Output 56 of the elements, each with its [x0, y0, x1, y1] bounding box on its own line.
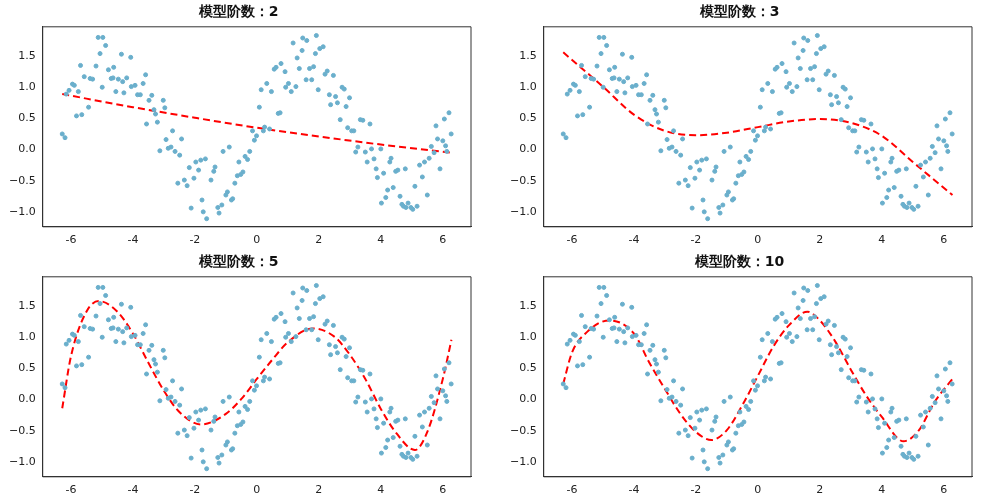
y-tick-label: 0.0 [18, 392, 36, 406]
y-tick-label: −0.5 [8, 423, 36, 437]
x-tick-label: -4 [628, 483, 640, 497]
x-tick-label: 4 [377, 233, 385, 247]
x-tick-label: 0 [253, 233, 261, 247]
chart-title: 模型阶数：2 [197, 3, 279, 20]
x-tick-label: -2 [690, 483, 702, 497]
chart-title: 模型阶数：10 [693, 253, 785, 270]
y-tick-label: −1.0 [8, 454, 36, 468]
y-tick-label: 1.5 [519, 298, 537, 312]
x-tick-label: -4 [628, 233, 640, 247]
y-tick-label: −0.5 [509, 423, 537, 437]
y-tick-label: −1.0 [509, 204, 537, 218]
y-tick-label: 0.5 [18, 361, 36, 375]
x-tick-label: -2 [690, 233, 702, 247]
y-tick-label: 1.0 [519, 80, 537, 94]
x-tick-label: 2 [816, 483, 824, 497]
y-tick-label: 1.5 [18, 298, 36, 312]
y-tick-label: 0.5 [519, 361, 537, 375]
x-tick-label: 6 [439, 233, 447, 247]
y-tick-label: −1.0 [509, 454, 537, 468]
x-tick-label: 6 [940, 233, 948, 247]
x-tick-label: -4 [127, 233, 139, 247]
y-tick-label: 1.0 [519, 330, 537, 344]
x-tick-label: 2 [315, 233, 323, 247]
x-tick-label: -2 [189, 233, 201, 247]
x-tick-label: 4 [878, 233, 886, 247]
y-tick-label: 0.0 [519, 142, 537, 156]
x-tick-label: -6 [65, 483, 77, 497]
x-tick-label: -6 [566, 483, 578, 497]
y-tick-label: 0.0 [519, 392, 537, 406]
x-tick-label: 6 [439, 483, 447, 497]
x-tick-label: 0 [754, 483, 762, 497]
x-tick-label: 4 [377, 483, 385, 497]
chart-title: 模型阶数：3 [698, 3, 780, 20]
y-tick-label: −0.5 [509, 173, 537, 187]
x-tick-label: 6 [940, 483, 948, 497]
x-tick-label: 2 [816, 233, 824, 247]
x-tick-label: 4 [878, 483, 886, 497]
y-tick-label: 1.5 [519, 48, 537, 62]
y-tick-label: −1.0 [8, 204, 36, 218]
y-tick-label: 1.0 [18, 80, 36, 94]
chart-title: 模型阶数：5 [197, 253, 279, 270]
x-tick-label: -6 [566, 233, 578, 247]
x-tick-label: -4 [127, 483, 139, 497]
y-tick-label: 0.5 [519, 111, 537, 125]
y-tick-label: 1.5 [18, 48, 36, 62]
y-tick-label: 1.0 [18, 330, 36, 344]
y-tick-label: −0.5 [8, 173, 36, 187]
x-tick-label: 2 [315, 483, 323, 497]
x-tick-label: 0 [754, 233, 762, 247]
y-tick-label: 0.5 [18, 111, 36, 125]
x-tick-label: 0 [253, 483, 261, 497]
x-tick-label: -6 [65, 233, 77, 247]
y-tick-label: 0.0 [18, 142, 36, 156]
x-tick-label: -2 [189, 483, 201, 497]
